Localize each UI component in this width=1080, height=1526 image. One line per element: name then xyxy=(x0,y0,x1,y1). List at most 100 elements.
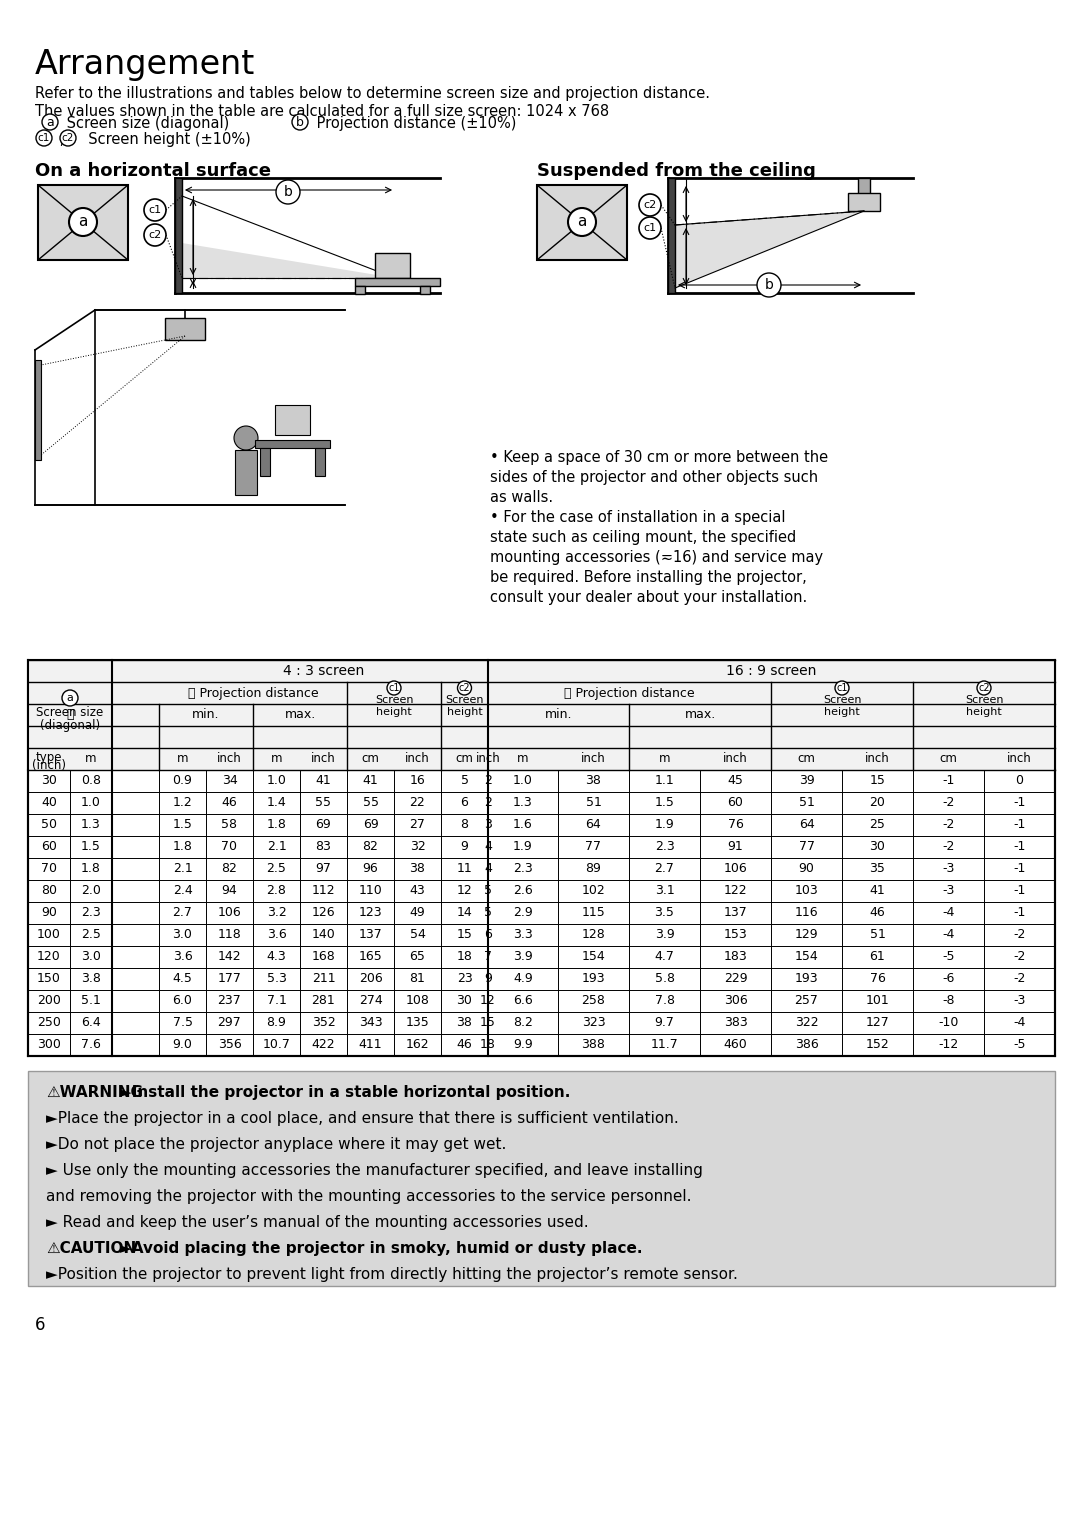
Circle shape xyxy=(144,224,166,246)
Text: 101: 101 xyxy=(866,995,889,1007)
Text: 12: 12 xyxy=(457,885,472,897)
Text: 89: 89 xyxy=(585,862,602,876)
Text: 352: 352 xyxy=(312,1016,336,1030)
Circle shape xyxy=(835,681,849,694)
Text: -1: -1 xyxy=(1013,797,1026,809)
Text: 2.3: 2.3 xyxy=(513,862,532,876)
Text: 4.5: 4.5 xyxy=(173,972,192,986)
Text: 250: 250 xyxy=(37,1016,60,1030)
Text: 6: 6 xyxy=(35,1315,45,1334)
Text: 168: 168 xyxy=(312,951,336,963)
Text: 356: 356 xyxy=(218,1039,241,1051)
Text: 43: 43 xyxy=(409,885,426,897)
Text: 3.0: 3.0 xyxy=(173,928,192,942)
Text: 4.3: 4.3 xyxy=(267,951,286,963)
Text: 6.6: 6.6 xyxy=(513,995,532,1007)
Text: 16: 16 xyxy=(409,775,426,787)
Text: 2.3: 2.3 xyxy=(81,906,100,920)
Text: 193: 193 xyxy=(795,972,819,986)
Text: 60: 60 xyxy=(41,841,57,853)
Text: -2: -2 xyxy=(943,797,955,809)
Text: 118: 118 xyxy=(218,928,241,942)
Text: 200: 200 xyxy=(37,995,60,1007)
Text: b: b xyxy=(765,278,773,291)
Text: 388: 388 xyxy=(581,1039,606,1051)
Text: 1.0: 1.0 xyxy=(81,797,100,809)
Text: c2: c2 xyxy=(62,133,75,143)
Text: 1.5: 1.5 xyxy=(654,797,674,809)
Polygon shape xyxy=(675,211,864,288)
Text: (diagonal): (diagonal) xyxy=(40,719,100,732)
Text: 7.1: 7.1 xyxy=(267,995,286,1007)
Text: 51: 51 xyxy=(869,928,886,942)
Text: ► Use only the mounting accessories the manufacturer specified, and leave instal: ► Use only the mounting accessories the … xyxy=(46,1163,703,1178)
Text: sides of the projector and other objects such: sides of the projector and other objects… xyxy=(490,470,819,485)
Text: Screen size: Screen size xyxy=(37,705,104,719)
Text: 411: 411 xyxy=(359,1039,382,1051)
Text: 34: 34 xyxy=(221,775,238,787)
Text: 4.7: 4.7 xyxy=(654,951,674,963)
Text: a: a xyxy=(578,215,586,229)
Text: 25: 25 xyxy=(869,818,886,832)
Text: 15: 15 xyxy=(481,1016,496,1030)
Text: 3.8: 3.8 xyxy=(81,972,100,986)
Text: 64: 64 xyxy=(585,818,602,832)
Text: c1: c1 xyxy=(388,684,400,693)
Circle shape xyxy=(292,114,308,130)
Text: 55: 55 xyxy=(315,797,332,809)
Text: 94: 94 xyxy=(221,885,238,897)
Text: 162: 162 xyxy=(406,1039,430,1051)
Text: On a horizontal surface: On a horizontal surface xyxy=(35,162,271,180)
Text: inch: inch xyxy=(405,752,430,766)
Text: m: m xyxy=(85,752,97,766)
Text: 6: 6 xyxy=(484,928,491,942)
Text: cm: cm xyxy=(456,752,473,766)
Text: 1.6: 1.6 xyxy=(513,818,532,832)
Text: a: a xyxy=(79,215,87,229)
Text: -2: -2 xyxy=(943,841,955,853)
Text: Suspended from the ceiling: Suspended from the ceiling xyxy=(537,162,815,180)
Text: 5: 5 xyxy=(484,885,492,897)
Text: 135: 135 xyxy=(406,1016,430,1030)
Text: 116: 116 xyxy=(795,906,819,920)
Text: 142: 142 xyxy=(218,951,241,963)
Text: 127: 127 xyxy=(866,1016,889,1030)
Text: 3.3: 3.3 xyxy=(513,928,532,942)
Text: 9.0: 9.0 xyxy=(173,1039,192,1051)
Text: 5.3: 5.3 xyxy=(267,972,286,986)
Text: 38: 38 xyxy=(457,1016,472,1030)
Text: 154: 154 xyxy=(582,951,606,963)
Text: 5: 5 xyxy=(484,906,492,920)
Text: 2.0: 2.0 xyxy=(81,885,100,897)
Text: 15: 15 xyxy=(869,775,886,787)
Text: inch: inch xyxy=(724,752,747,766)
Bar xyxy=(537,185,627,259)
Text: Screen: Screen xyxy=(375,694,414,705)
Text: -1: -1 xyxy=(943,775,955,787)
Text: 128: 128 xyxy=(582,928,606,942)
Circle shape xyxy=(144,198,166,221)
Text: 1.5: 1.5 xyxy=(81,841,100,853)
Text: 14: 14 xyxy=(457,906,472,920)
Text: -5: -5 xyxy=(942,951,955,963)
Text: 51: 51 xyxy=(798,797,814,809)
Text: 70: 70 xyxy=(41,862,57,876)
Text: -2: -2 xyxy=(1013,951,1026,963)
Text: height: height xyxy=(824,707,860,717)
Text: m: m xyxy=(517,752,529,766)
Text: 58: 58 xyxy=(221,818,238,832)
Text: 41: 41 xyxy=(363,775,378,787)
Text: 3.2: 3.2 xyxy=(267,906,286,920)
Text: mounting accessories (≂16) and service may: mounting accessories (≂16) and service m… xyxy=(490,549,823,565)
Text: 2.7: 2.7 xyxy=(173,906,192,920)
Text: 23: 23 xyxy=(457,972,472,986)
Bar xyxy=(235,450,257,494)
Text: 41: 41 xyxy=(869,885,886,897)
Text: 3.1: 3.1 xyxy=(654,885,674,897)
Text: 323: 323 xyxy=(582,1016,605,1030)
Text: 110: 110 xyxy=(359,885,382,897)
Text: c2: c2 xyxy=(459,684,470,693)
Text: 70: 70 xyxy=(221,841,238,853)
Circle shape xyxy=(276,180,300,204)
Text: height: height xyxy=(447,707,483,717)
